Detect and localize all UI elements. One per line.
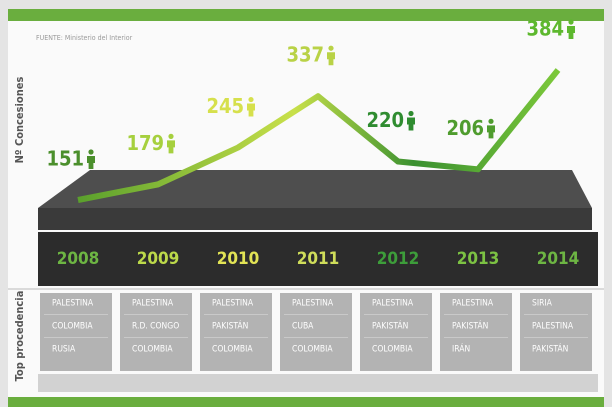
x-tick-label: 2008 xyxy=(57,249,100,269)
table-label: Top procedencia xyxy=(13,291,26,382)
person-icon xyxy=(168,133,174,139)
origin-box xyxy=(200,293,272,371)
origin-label: RUSIA xyxy=(52,345,76,355)
person-icon xyxy=(568,19,574,25)
value-label: 245 xyxy=(206,94,244,118)
person-icon xyxy=(487,125,495,139)
x-tick-label: 2009 xyxy=(137,249,180,269)
origin-label: COLOMBIA xyxy=(292,345,333,355)
source: FUENTE: Ministerio del Interior xyxy=(36,34,133,42)
value-label: 220 xyxy=(366,108,404,132)
person-icon xyxy=(87,156,95,169)
platform-top xyxy=(38,170,592,208)
origin-label: PAKISTÁN xyxy=(452,320,488,332)
person-icon xyxy=(248,96,254,103)
y-axis-label: Nº Concesiones xyxy=(13,77,26,164)
x-tick-label: 2013 xyxy=(457,249,500,269)
top-band xyxy=(8,9,604,21)
origin-label: COLOMBIA xyxy=(132,345,173,355)
value-label: 206 xyxy=(446,116,484,140)
origin-label: PALESTINA xyxy=(52,299,94,309)
x-tick-label: 2012 xyxy=(377,249,420,269)
origin-label: PALESTINA xyxy=(292,299,334,309)
origin-label: SIRIA xyxy=(532,299,553,309)
origin-box xyxy=(120,293,192,371)
person-icon xyxy=(408,110,414,117)
origin-label: R.D. CONGO xyxy=(132,322,179,332)
person-icon xyxy=(166,140,175,154)
origin-label: PAKISTÁN xyxy=(212,320,248,332)
origin-box xyxy=(360,293,432,371)
origin-label: PAKISTÁN xyxy=(372,320,408,332)
origin-label: CUBA xyxy=(292,322,314,332)
origin-label: PALESTINA xyxy=(452,299,494,309)
person-icon xyxy=(246,103,255,117)
origin-label: COLOMBIA xyxy=(372,345,413,355)
value-label: 337 xyxy=(286,43,324,67)
origin-box xyxy=(440,293,512,371)
origin-label: PALESTINA xyxy=(132,299,174,309)
origin-label: PALESTINA xyxy=(372,299,414,309)
bottom-band xyxy=(8,397,604,407)
origin-label: PALESTINA xyxy=(532,322,574,332)
year-band xyxy=(38,232,598,286)
value-label: 179 xyxy=(126,131,164,155)
person-icon xyxy=(567,26,575,39)
value-label: 384 xyxy=(526,17,564,41)
person-icon xyxy=(88,149,94,155)
x-tick-label: 2014 xyxy=(537,249,580,269)
origin-box xyxy=(280,293,352,371)
platform-side xyxy=(38,208,592,230)
person-icon xyxy=(488,118,494,124)
origin-box xyxy=(520,293,592,371)
value-label: 151 xyxy=(46,147,84,171)
origin-box xyxy=(40,293,112,371)
table-footer xyxy=(38,374,598,392)
origin-label: PAKISTÁN xyxy=(532,343,568,355)
origin-label: PALESTINA xyxy=(212,299,254,309)
origin-label: COLOMBIA xyxy=(52,322,93,332)
x-tick-label: 2010 xyxy=(217,249,260,269)
person-icon xyxy=(327,52,335,66)
x-tick-label: 2011 xyxy=(297,249,340,269)
line xyxy=(77,68,561,203)
person-icon xyxy=(328,45,334,51)
person-icon xyxy=(407,117,415,131)
origin-label: COLOMBIA xyxy=(212,345,253,355)
origin-label: IRÁN xyxy=(452,343,470,355)
